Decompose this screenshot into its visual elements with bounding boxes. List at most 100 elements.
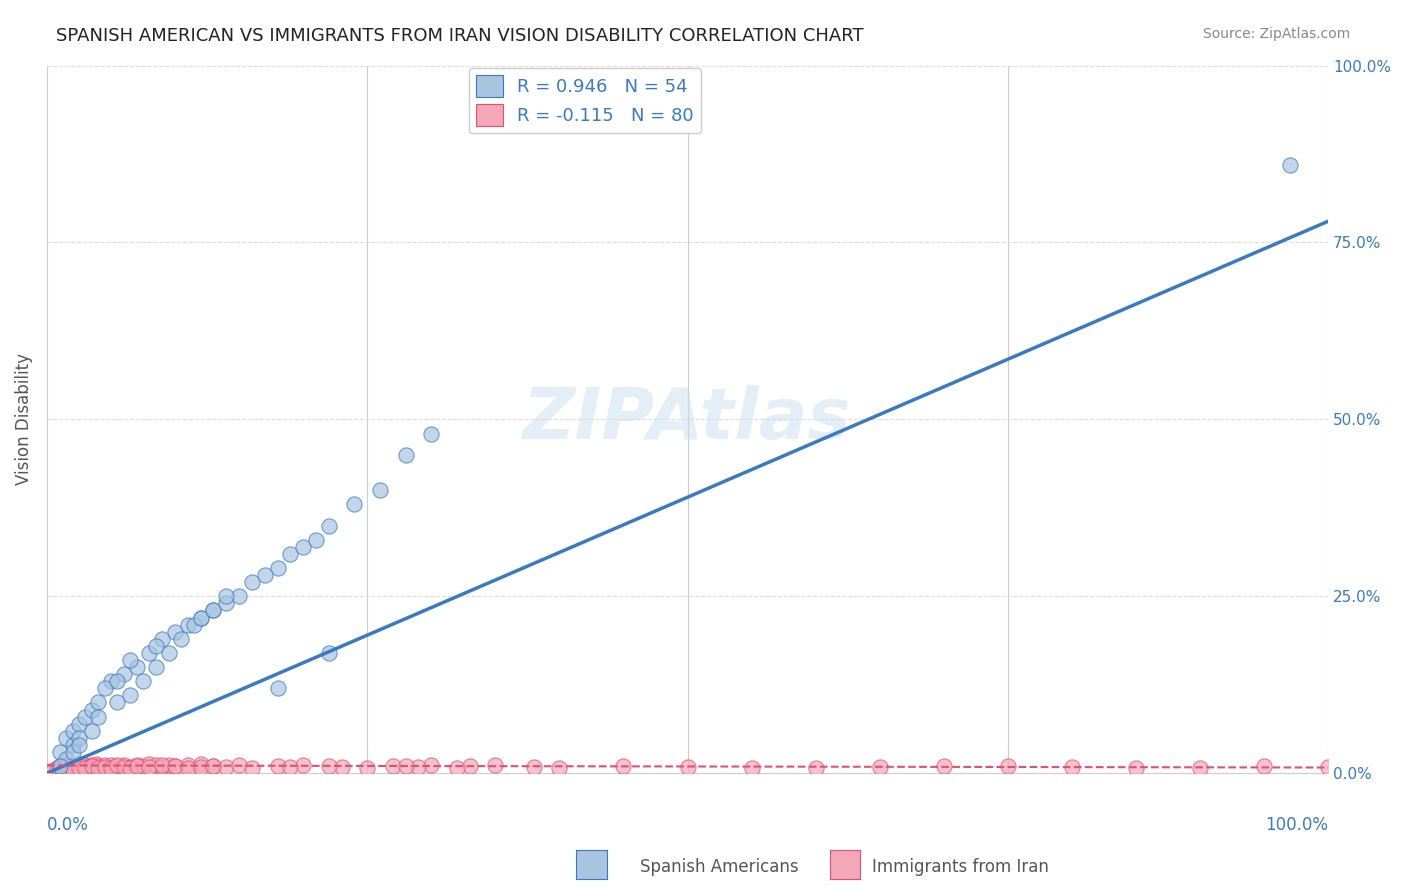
Y-axis label: Vision Disability: Vision Disability — [15, 353, 32, 485]
Point — [157, 646, 180, 660]
Point — [676, 760, 699, 774]
Point — [112, 667, 135, 681]
Point — [80, 723, 103, 738]
Point — [215, 760, 238, 774]
Point — [100, 757, 122, 772]
Point — [215, 589, 238, 603]
Point — [318, 646, 340, 660]
Point — [804, 760, 827, 774]
Point — [112, 758, 135, 772]
Point — [51, 761, 73, 775]
Point — [395, 448, 418, 462]
Point — [105, 758, 128, 772]
Point — [408, 760, 430, 774]
Point — [105, 759, 128, 773]
Point — [1125, 760, 1147, 774]
Point — [63, 759, 86, 773]
Text: Immigrants from Iran: Immigrants from Iran — [872, 858, 1049, 876]
Point — [125, 759, 148, 773]
Point — [163, 624, 186, 639]
Point — [253, 568, 276, 582]
Point — [318, 759, 340, 773]
Point — [932, 759, 955, 773]
Point — [202, 759, 225, 773]
Point — [80, 702, 103, 716]
Point — [240, 575, 263, 590]
Point — [100, 674, 122, 689]
Point — [105, 695, 128, 709]
Point — [48, 759, 70, 773]
Point — [190, 610, 212, 624]
Point — [67, 738, 90, 752]
Point — [93, 760, 115, 774]
Point — [548, 760, 571, 774]
Text: 0.0%: 0.0% — [46, 815, 89, 834]
Point — [305, 533, 328, 547]
Point — [112, 760, 135, 774]
Point — [67, 716, 90, 731]
Point — [87, 709, 110, 723]
Point — [1188, 760, 1211, 774]
Point — [266, 759, 288, 773]
Point — [381, 759, 404, 773]
Point — [72, 759, 94, 773]
Point — [202, 603, 225, 617]
Point — [190, 760, 212, 774]
Text: SPANISH AMERICAN VS IMMIGRANTS FROM IRAN VISION DISABILITY CORRELATION CHART: SPANISH AMERICAN VS IMMIGRANTS FROM IRAN… — [56, 27, 863, 45]
Point — [240, 760, 263, 774]
Point — [120, 760, 142, 774]
Point — [458, 759, 481, 773]
Point — [190, 610, 212, 624]
Point — [368, 483, 391, 497]
Point — [87, 759, 110, 773]
Point — [266, 681, 288, 696]
Point — [177, 617, 200, 632]
Point — [183, 617, 205, 632]
Point — [62, 762, 84, 776]
Point — [80, 759, 103, 773]
Point — [420, 757, 443, 772]
Point — [145, 639, 167, 653]
Point — [75, 709, 97, 723]
Point — [100, 761, 122, 775]
Point — [55, 731, 77, 745]
Point — [741, 760, 763, 774]
Point — [67, 731, 90, 745]
Point — [62, 723, 84, 738]
Point — [138, 760, 160, 774]
Point — [869, 760, 891, 774]
Point — [1060, 760, 1083, 774]
Point — [150, 758, 173, 772]
Point — [132, 759, 155, 773]
Point — [125, 660, 148, 674]
Point — [48, 745, 70, 759]
Point — [157, 757, 180, 772]
Point — [420, 426, 443, 441]
Point — [120, 689, 142, 703]
Point — [62, 758, 84, 772]
Text: Source: ZipAtlas.com: Source: ZipAtlas.com — [1202, 27, 1350, 41]
Point — [266, 561, 288, 575]
Point — [163, 759, 186, 773]
Point — [190, 756, 212, 771]
Point — [343, 497, 366, 511]
Point — [612, 759, 634, 773]
Point — [55, 752, 77, 766]
Point — [446, 760, 468, 774]
Point — [75, 757, 97, 772]
Point — [62, 745, 84, 759]
Point — [59, 757, 82, 772]
Point — [523, 760, 546, 774]
Point — [292, 758, 315, 772]
Text: Spanish Americans: Spanish Americans — [640, 858, 799, 876]
Point — [120, 653, 142, 667]
Point — [48, 761, 70, 775]
Point — [150, 632, 173, 646]
Point — [105, 674, 128, 689]
Point — [80, 758, 103, 772]
Point — [177, 758, 200, 772]
Point — [84, 756, 107, 771]
Text: 100.0%: 100.0% — [1265, 815, 1329, 834]
Point — [484, 758, 506, 772]
Point — [145, 758, 167, 772]
